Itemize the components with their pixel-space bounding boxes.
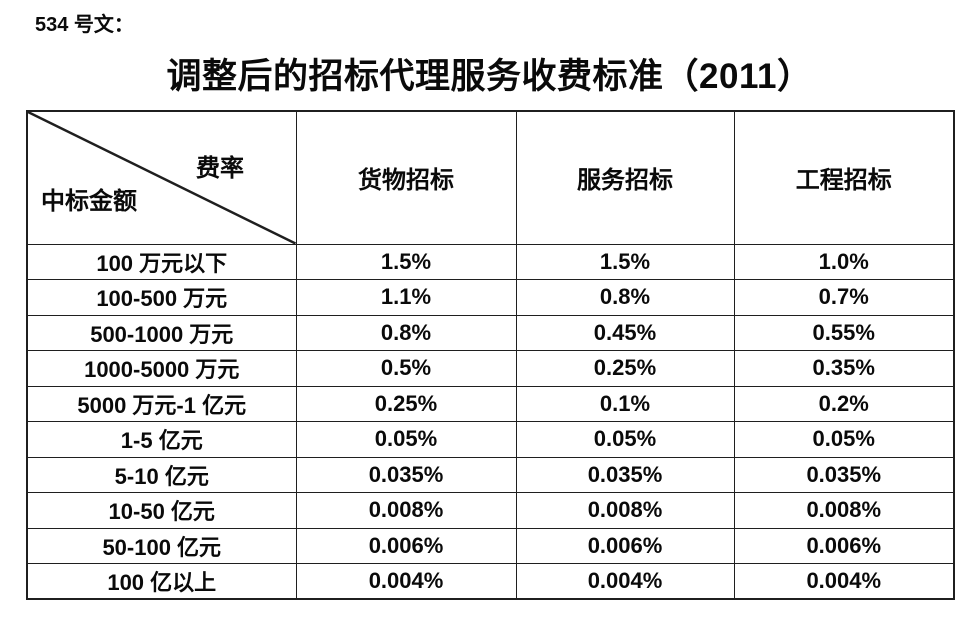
rate-cell: 1.5% [295,243,517,280]
rate-cell: 0.008% [515,492,735,529]
amount-cell: 5-10 亿元 [26,456,297,493]
rate-cell: 0.55% [733,314,955,351]
rate-cell: 0.35% [733,350,955,387]
fee-rate-table: 费率 中标金额 货物招标 服务招标 工程招标 100 万元以下 1.5% 1.5… [26,110,955,600]
table-row: 500-1000 万元 0.8% 0.45% 0.55% [26,314,955,351]
table-row: 50-100 亿元 0.006% 0.006% 0.006% [26,527,955,564]
amount-cell: 100 亿以上 [26,563,297,600]
table-row: 5-10 亿元 0.035% 0.035% 0.035% [26,456,955,493]
table-row: 1000-5000 万元 0.5% 0.25% 0.35% [26,350,955,387]
table-row: 5000 万元-1 亿元 0.25% 0.1% 0.2% [26,385,955,422]
rate-cell: 0.05% [515,421,735,458]
table-row: 100 万元以下 1.5% 1.5% 1.0% [26,243,955,280]
rate-cell: 0.004% [515,563,735,600]
table-row: 1-5 亿元 0.05% 0.05% 0.05% [26,421,955,458]
column-header-engineering: 工程招标 [733,110,955,245]
amount-cell: 500-1000 万元 [26,314,297,351]
rate-cell: 0.035% [733,456,955,493]
diagonal-divider-line [28,112,295,243]
doc-number: 534 号文： [35,14,134,36]
rate-cell: 0.8% [515,279,735,316]
rate-cell: 0.035% [515,456,735,493]
rate-cell: 1.5% [515,243,735,280]
amount-cell: 1000-5000 万元 [26,350,297,387]
amount-cell: 1-5 亿元 [26,421,297,458]
rate-cell: 0.8% [295,314,517,351]
table-row: 10-50 亿元 0.008% 0.008% 0.008% [26,492,955,529]
rate-cell: 0.008% [733,492,955,529]
rate-cell: 0.5% [295,350,517,387]
amount-cell: 100-500 万元 [26,279,297,316]
corner-amount-label: 中标金额 [41,188,137,215]
rate-cell: 1.0% [733,243,955,280]
rate-cell: 1.1% [295,279,517,316]
table-row: 100 亿以上 0.004% 0.004% 0.004% [26,563,955,600]
rate-cell: 0.1% [515,385,735,422]
table-header-row: 费率 中标金额 货物招标 服务招标 工程招标 [26,110,955,245]
rate-cell: 0.035% [295,456,517,493]
amount-cell: 10-50 亿元 [26,492,297,529]
page-title: 调整后的招标代理服务收费标准（2011） [166,57,813,96]
amount-cell: 100 万元以下 [26,243,297,280]
rate-cell: 0.006% [295,527,517,564]
rate-cell: 0.006% [733,527,955,564]
column-header-goods: 货物招标 [295,110,517,245]
corner-header-cell: 费率 中标金额 [26,110,297,245]
amount-cell: 50-100 亿元 [26,527,297,564]
amount-cell: 5000 万元-1 亿元 [26,385,297,422]
rate-cell: 0.05% [733,421,955,458]
rate-cell: 0.25% [515,350,735,387]
column-header-services: 服务招标 [515,110,735,245]
rate-cell: 0.006% [515,527,735,564]
rate-cell: 0.2% [733,385,955,422]
rate-cell: 0.25% [295,385,517,422]
rate-cell: 0.004% [733,563,955,600]
rate-cell: 0.7% [733,279,955,316]
rate-cell: 0.05% [295,421,517,458]
rate-cell: 0.45% [515,314,735,351]
rate-cell: 0.008% [295,492,517,529]
rate-cell: 0.004% [295,563,517,600]
table-row: 100-500 万元 1.1% 0.8% 0.7% [26,279,955,316]
corner-fee-label: 费率 [196,155,244,182]
